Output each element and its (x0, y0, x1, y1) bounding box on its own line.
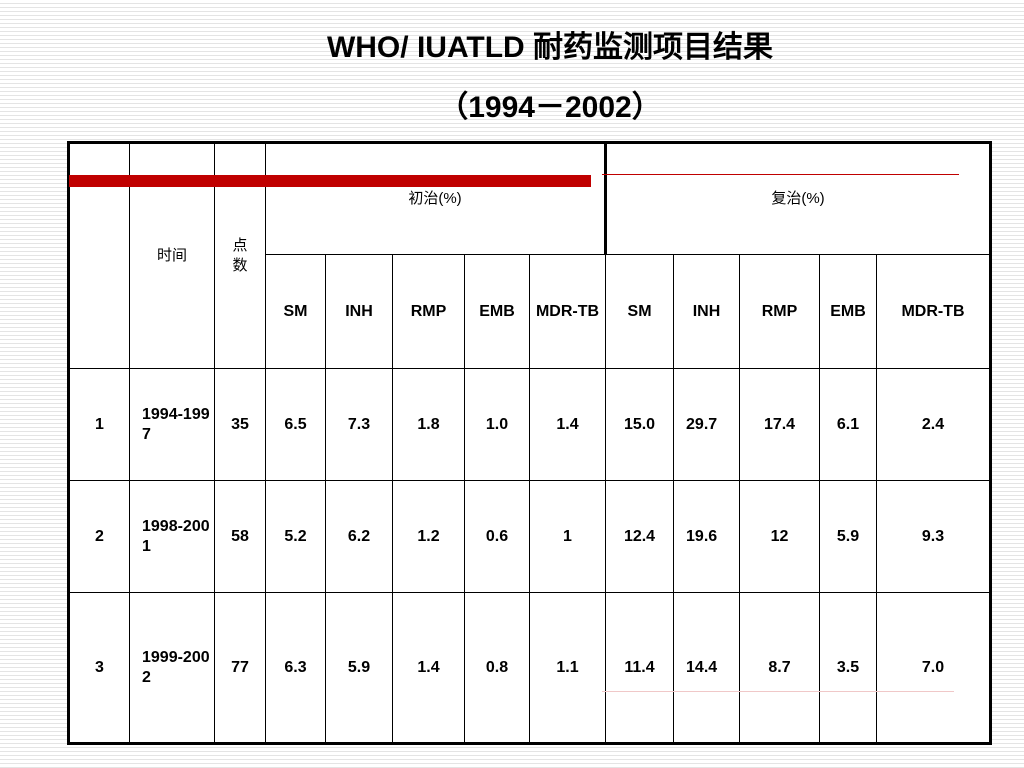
cell-retreat-sm: 15.0 (605, 368, 675, 481)
cell-initial-inh: 6.2 (325, 480, 393, 593)
cell-retreat-emb: 6.1 (819, 368, 878, 481)
table-row: 1 1994-1997 35 6.5 7.3 1.8 1.0 1.4 15.0 … (67, 368, 993, 481)
header-retreat-rmp: RMP (739, 254, 821, 369)
cell-retreat-mdr-tb: 9.3 (876, 480, 993, 593)
cell-retreat-sm: 12.4 (605, 480, 675, 593)
header-retreat-inh: INH (673, 254, 741, 369)
header-retreat-sm: SM (605, 254, 675, 369)
header-row-drugs: SM INH RMP EMB MDR-TB SM INH RMP EMB MDR… (69, 254, 993, 369)
cell-initial-sm: 6.5 (265, 368, 326, 481)
cell-retreat-rmp: 8.7 (739, 592, 821, 745)
cell-initial-rmp: 1.8 (392, 368, 465, 481)
cell-initial-sm: 6.3 (265, 592, 326, 745)
cell-initial-mdr-tb: 1.1 (528, 592, 607, 745)
cell-initial-emb: 1.0 (464, 368, 530, 481)
cell-initial-emb: 0.6 (464, 480, 530, 593)
row-index: 1 (67, 368, 130, 481)
header-initial-treatment: 初治(%) (264, 141, 607, 255)
header-points-label: 点数 (232, 237, 248, 274)
table-row: 3 1999-2002 77 6.3 5.9 1.4 0.8 1.1 11.4 … (67, 592, 993, 745)
header-initial-sm: SM (265, 254, 326, 369)
table-row: 2 1998-2001 58 5.2 6.2 1.2 0.6 1 12.4 19… (67, 480, 993, 593)
row-index: 2 (67, 480, 130, 593)
faint-divider-line (602, 691, 954, 692)
cell-initial-inh: 7.3 (325, 368, 393, 481)
row-points: 77 (214, 592, 266, 745)
cell-retreat-inh: 19.6 (673, 480, 741, 593)
cell-retreat-rmp: 17.4 (739, 368, 821, 481)
drug-resistance-table: 时间 点数 初治(%) 复治(%) SM INH RMP EMB MDR-TB … (67, 141, 993, 745)
header-initial-mdr-tb: MDR-TB (528, 254, 607, 369)
cell-retreat-mdr-tb: 7.0 (876, 592, 993, 745)
page-subtitle-years: （1994－2002） (438, 91, 662, 124)
cell-retreat-sm: 11.4 (605, 592, 675, 745)
header-retreat-emb: EMB (819, 254, 878, 369)
red-accent-bar (69, 175, 591, 187)
row-period: 1998-2001 (129, 480, 215, 593)
cell-initial-sm: 5.2 (265, 480, 326, 593)
row-period: 1994-1997 (129, 368, 215, 481)
cell-initial-emb: 0.8 (464, 592, 530, 745)
header-retreatment: 复治(%) (604, 141, 993, 255)
cell-retreat-emb: 5.9 (819, 480, 878, 593)
header-row-groups: 时间 点数 初治(%) 复治(%) (67, 141, 993, 369)
page-title: WHO/ IUATLD 耐药监测项目结果 (326, 31, 774, 64)
red-accent-line (602, 174, 959, 175)
cell-initial-rmp: 1.4 (392, 592, 465, 745)
header-initial-emb: EMB (464, 254, 530, 369)
header-initial-inh: INH (325, 254, 393, 369)
cell-initial-mdr-tb: 1 (528, 480, 607, 593)
header-initial-rmp: RMP (392, 254, 465, 369)
cell-retreat-mdr-tb: 2.4 (876, 368, 993, 481)
row-points: 58 (214, 480, 266, 593)
cell-initial-mdr-tb: 1.4 (528, 368, 607, 481)
row-points: 35 (214, 368, 266, 481)
cell-initial-inh: 5.9 (325, 592, 393, 745)
cell-retreat-inh: 14.4 (673, 592, 741, 745)
row-index: 3 (67, 592, 130, 745)
cell-retreat-inh: 29.7 (673, 368, 741, 481)
cell-retreat-emb: 3.5 (819, 592, 878, 745)
cell-initial-rmp: 1.2 (392, 480, 465, 593)
cell-retreat-rmp: 12 (739, 480, 821, 593)
header-retreat-mdr-tb: MDR-TB (876, 254, 993, 369)
row-period: 1999-2002 (129, 592, 215, 745)
